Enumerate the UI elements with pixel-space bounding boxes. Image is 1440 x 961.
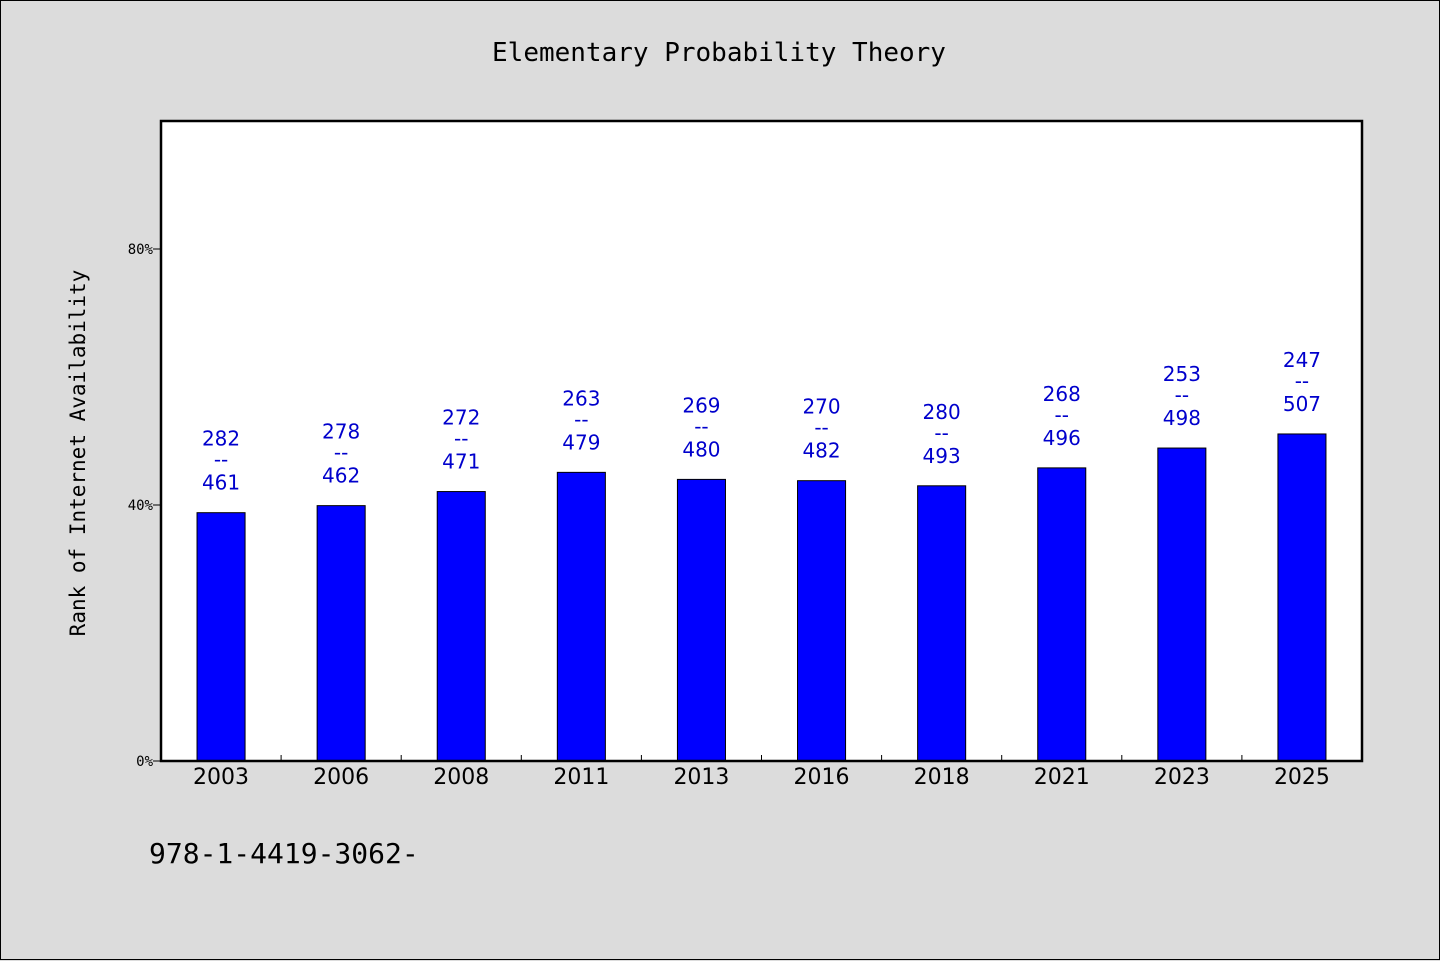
x-tick-label-2013: 2013 [673,765,729,790]
data-label-sep-2011: -- [574,407,588,431]
chart-title: Elementary Probability Theory [492,38,946,68]
bar-2006 [316,505,366,762]
bar-2016 [797,480,847,762]
data-label-top-2016: 270 [802,395,840,419]
data-label-sep-2013: -- [694,414,708,438]
bar-2018 [917,485,967,762]
data-label-sep-2006: -- [334,441,348,465]
footer-text: 978-1-4419-3062- [149,837,419,870]
y-axis-label: Rank of Internet Availability [66,270,90,637]
x-tick-label-2011: 2011 [553,765,609,790]
x-tick-label-2025: 2025 [1274,765,1330,790]
bar-2023 [1157,447,1207,762]
x-tick-label-2018: 2018 [914,765,970,790]
x-tick-label-2008: 2008 [433,765,489,790]
plot-border [159,119,1364,763]
x-tick-label-2016: 2016 [794,765,850,790]
data-label-bottom-2013: 480 [682,437,720,461]
bar-2021 [1037,467,1087,762]
data-label-top-2025: 247 [1283,348,1321,372]
x-tick-label-2006: 2006 [313,765,369,790]
data-label-bottom-2016: 482 [802,439,840,463]
data-label-sep-2008: -- [454,427,468,451]
data-label-bottom-2023: 498 [1163,406,1201,430]
bar-2025 [1277,433,1327,762]
data-label-bottom-2006: 462 [322,464,360,488]
bar-2003 [196,512,246,762]
y-tick-label: 80% [128,242,154,258]
data-label-sep-2016: -- [814,416,828,440]
data-label-top-2006: 278 [322,420,360,444]
data-label-top-2021: 268 [1043,382,1081,406]
data-label-sep-2018: -- [934,421,948,445]
data-label-top-2018: 280 [923,400,961,424]
bar-2011 [556,471,606,762]
data-label-bottom-2018: 493 [923,444,961,468]
data-label-top-2003: 282 [202,427,240,451]
bar-2013 [676,478,726,762]
x-tick-label-2023: 2023 [1154,765,1210,790]
data-label-top-2013: 269 [682,393,720,417]
bar-2008 [436,491,486,762]
data-label-bottom-2011: 479 [562,430,600,454]
y-tick-label: 0% [136,754,153,770]
data-label-top-2023: 253 [1163,362,1201,386]
x-tick-label-2021: 2021 [1034,765,1090,790]
data-label-bottom-2008: 471 [442,450,480,474]
data-label-top-2008: 272 [442,406,480,430]
data-label-bottom-2025: 507 [1283,392,1321,416]
data-label-bottom-2021: 496 [1043,426,1081,450]
data-label-bottom-2003: 461 [202,471,240,495]
data-label-top-2011: 263 [562,386,600,410]
x-tick-label-2003: 2003 [193,765,249,790]
data-label-sep-2003: -- [214,448,228,472]
data-label-sep-2025: -- [1295,369,1309,393]
data-label-sep-2023: -- [1175,383,1189,407]
data-label-sep-2021: -- [1055,403,1069,427]
y-tick-label: 40% [128,498,154,514]
